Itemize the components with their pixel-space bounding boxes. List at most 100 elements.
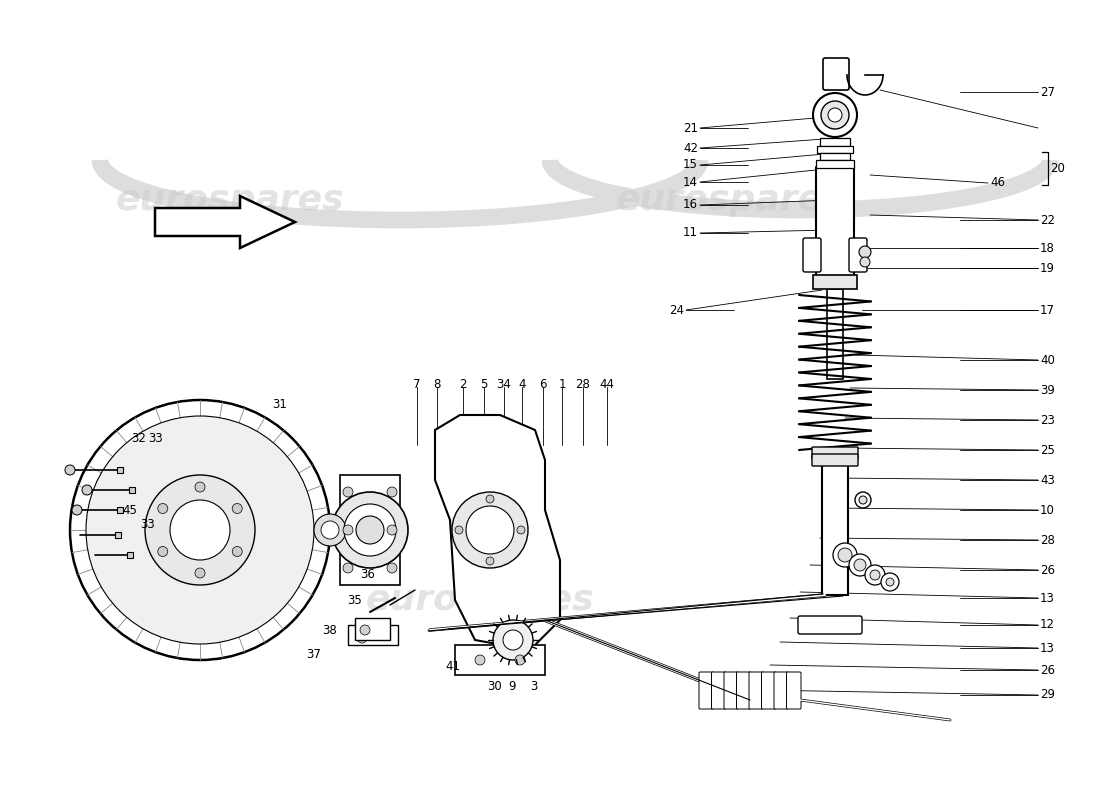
Circle shape bbox=[65, 465, 75, 475]
Circle shape bbox=[886, 578, 894, 586]
Circle shape bbox=[828, 108, 842, 122]
Text: 26: 26 bbox=[1040, 663, 1055, 677]
FancyBboxPatch shape bbox=[813, 275, 857, 289]
FancyBboxPatch shape bbox=[820, 153, 850, 160]
Text: 28: 28 bbox=[1040, 534, 1055, 546]
Text: 15: 15 bbox=[683, 158, 698, 171]
Text: 7: 7 bbox=[414, 378, 420, 391]
Text: 39: 39 bbox=[1040, 383, 1055, 397]
Text: 17: 17 bbox=[1040, 303, 1055, 317]
Text: 37: 37 bbox=[306, 649, 321, 662]
FancyBboxPatch shape bbox=[816, 166, 854, 280]
Text: 42: 42 bbox=[683, 142, 698, 154]
Circle shape bbox=[82, 485, 92, 495]
FancyBboxPatch shape bbox=[129, 487, 135, 493]
FancyBboxPatch shape bbox=[724, 672, 738, 709]
Text: 13: 13 bbox=[1040, 591, 1055, 605]
Text: 40: 40 bbox=[1040, 354, 1055, 366]
Circle shape bbox=[493, 620, 534, 660]
Text: 45: 45 bbox=[122, 503, 136, 517]
FancyBboxPatch shape bbox=[774, 672, 789, 709]
Circle shape bbox=[865, 565, 886, 585]
Text: 16: 16 bbox=[683, 198, 698, 211]
FancyBboxPatch shape bbox=[737, 672, 751, 709]
FancyBboxPatch shape bbox=[849, 238, 867, 272]
Text: 36: 36 bbox=[360, 569, 375, 582]
FancyBboxPatch shape bbox=[698, 672, 714, 709]
FancyBboxPatch shape bbox=[786, 672, 801, 709]
Text: 24: 24 bbox=[669, 303, 684, 317]
FancyBboxPatch shape bbox=[117, 467, 123, 473]
Text: 30: 30 bbox=[487, 679, 502, 693]
Polygon shape bbox=[434, 415, 560, 650]
Circle shape bbox=[170, 500, 230, 560]
Text: 23: 23 bbox=[1040, 414, 1055, 426]
Text: 3: 3 bbox=[530, 679, 538, 693]
Text: 43: 43 bbox=[1040, 474, 1055, 486]
Text: eurospares: eurospares bbox=[616, 183, 845, 217]
FancyBboxPatch shape bbox=[355, 618, 390, 640]
FancyBboxPatch shape bbox=[455, 645, 544, 675]
FancyBboxPatch shape bbox=[348, 625, 398, 645]
Circle shape bbox=[344, 504, 396, 556]
Text: 5: 5 bbox=[481, 378, 487, 391]
Text: 35: 35 bbox=[346, 594, 362, 606]
Text: 8: 8 bbox=[433, 378, 441, 391]
Circle shape bbox=[343, 487, 353, 497]
Text: 46: 46 bbox=[990, 177, 1005, 190]
Circle shape bbox=[838, 548, 853, 562]
Text: 33: 33 bbox=[140, 518, 155, 531]
Text: 29: 29 bbox=[1040, 689, 1055, 702]
Circle shape bbox=[195, 482, 205, 492]
Circle shape bbox=[360, 625, 370, 635]
Text: 44: 44 bbox=[600, 378, 615, 391]
Text: 12: 12 bbox=[1040, 618, 1055, 631]
Text: 10: 10 bbox=[1040, 503, 1055, 517]
FancyBboxPatch shape bbox=[823, 58, 849, 90]
Polygon shape bbox=[155, 196, 295, 248]
Circle shape bbox=[517, 526, 525, 534]
Text: 33: 33 bbox=[148, 431, 163, 445]
Circle shape bbox=[387, 525, 397, 535]
Circle shape bbox=[356, 516, 384, 544]
Circle shape bbox=[70, 400, 330, 660]
Text: 11: 11 bbox=[683, 226, 698, 239]
Circle shape bbox=[314, 514, 346, 546]
Text: 21: 21 bbox=[683, 122, 698, 134]
FancyBboxPatch shape bbox=[816, 160, 854, 168]
Circle shape bbox=[232, 503, 242, 514]
Circle shape bbox=[195, 568, 205, 578]
Text: 20: 20 bbox=[1050, 162, 1065, 174]
Text: eurospares: eurospares bbox=[116, 183, 344, 217]
Text: 22: 22 bbox=[1040, 214, 1055, 226]
Circle shape bbox=[157, 503, 168, 514]
Circle shape bbox=[157, 546, 168, 557]
Circle shape bbox=[455, 526, 463, 534]
FancyBboxPatch shape bbox=[812, 454, 858, 466]
FancyBboxPatch shape bbox=[812, 447, 858, 459]
Circle shape bbox=[855, 492, 871, 508]
FancyBboxPatch shape bbox=[117, 507, 123, 513]
Text: 41: 41 bbox=[446, 659, 460, 673]
Text: 34: 34 bbox=[496, 378, 512, 391]
FancyBboxPatch shape bbox=[116, 532, 121, 538]
Text: 19: 19 bbox=[1040, 262, 1055, 274]
Text: 2: 2 bbox=[460, 378, 466, 391]
FancyBboxPatch shape bbox=[803, 238, 821, 272]
Circle shape bbox=[321, 521, 339, 539]
Text: 31: 31 bbox=[272, 398, 287, 411]
Text: 6: 6 bbox=[539, 378, 547, 391]
Circle shape bbox=[332, 492, 408, 568]
Circle shape bbox=[232, 546, 242, 557]
Text: 26: 26 bbox=[1040, 563, 1055, 577]
FancyBboxPatch shape bbox=[817, 146, 852, 153]
FancyBboxPatch shape bbox=[340, 475, 400, 585]
Circle shape bbox=[503, 630, 522, 650]
FancyBboxPatch shape bbox=[827, 289, 843, 379]
FancyBboxPatch shape bbox=[749, 672, 763, 709]
Circle shape bbox=[515, 655, 525, 665]
Circle shape bbox=[813, 93, 857, 137]
FancyBboxPatch shape bbox=[798, 616, 862, 634]
Circle shape bbox=[849, 554, 871, 576]
Circle shape bbox=[86, 416, 313, 644]
